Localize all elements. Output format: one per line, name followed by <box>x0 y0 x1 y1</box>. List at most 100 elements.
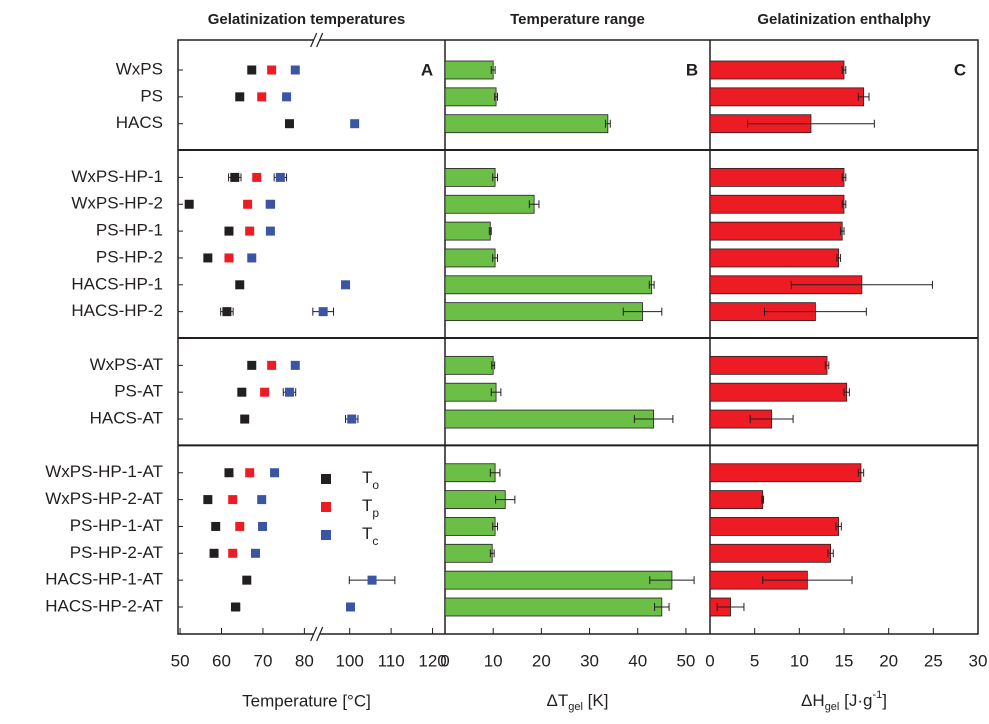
marker <box>228 548 238 558</box>
marker <box>203 495 213 505</box>
bar <box>709 60 845 80</box>
subscript: gel <box>568 701 583 713</box>
marker <box>242 575 252 585</box>
marker <box>341 280 351 290</box>
panel-title: Temperature range <box>510 11 645 28</box>
marker <box>224 468 234 478</box>
category-label: PS-HP-2-AT <box>70 543 163 562</box>
category-label: HACS-HP-1-AT <box>45 570 163 589</box>
x-tick-label: 60 <box>212 651 231 670</box>
error-bar <box>490 66 496 74</box>
category-label: HACS-HP-2-AT <box>45 596 163 615</box>
label-text: ΔT <box>547 691 569 710</box>
bar <box>444 597 663 617</box>
bar <box>444 543 493 563</box>
panel-title: Gelatinization temperatures <box>208 11 406 28</box>
marker <box>265 226 275 236</box>
x-tick-label: 110 <box>378 651 405 670</box>
x-tick-label: 100 <box>336 651 364 670</box>
category-label: PS-HP-1-AT <box>70 516 163 535</box>
error-bar <box>494 92 499 101</box>
bar <box>709 221 843 241</box>
legend-marker <box>321 502 331 512</box>
error-bar <box>827 549 834 558</box>
axis-break <box>316 626 324 642</box>
bar <box>709 248 840 268</box>
x-tick-label: 10 <box>790 651 809 670</box>
marker <box>224 226 234 236</box>
error-bar <box>649 576 695 585</box>
x-tick-label: 20 <box>532 651 551 670</box>
error-bar <box>749 415 794 424</box>
legend-marker <box>321 530 331 540</box>
panel-letter: C <box>954 60 966 79</box>
bar <box>709 517 840 536</box>
marker <box>235 280 245 290</box>
marker <box>222 307 232 317</box>
bar <box>709 167 845 187</box>
marker <box>211 521 221 531</box>
category-label: PS-HP-1 <box>96 221 163 240</box>
error-bar <box>762 576 853 585</box>
error-bar <box>604 119 611 128</box>
marker <box>258 521 268 531</box>
error-bar <box>857 468 865 477</box>
marker <box>346 602 356 612</box>
label-text: ΔH <box>801 691 825 710</box>
x-tick-label: 50 <box>171 651 190 670</box>
bar <box>444 194 535 214</box>
x-tick-label: 40 <box>628 651 647 670</box>
x-tick-label: 10 <box>484 651 503 670</box>
marker <box>247 65 257 75</box>
x-tick-label: 0 <box>440 651 449 670</box>
error-bar <box>790 280 933 289</box>
bar <box>444 382 497 402</box>
bar <box>709 87 865 107</box>
marker <box>237 387 247 397</box>
error-bar <box>648 280 655 289</box>
label-text: T <box>362 524 372 543</box>
error-bar <box>528 200 540 209</box>
error-bar <box>490 388 502 397</box>
subscript: c <box>372 534 378 548</box>
error-bar <box>836 253 841 262</box>
marker <box>240 414 250 424</box>
x-tick-label: 50 <box>676 651 695 670</box>
marker <box>203 253 213 263</box>
x-tick-label: 20 <box>879 651 898 670</box>
marker <box>224 253 234 263</box>
bar <box>444 87 497 107</box>
category-label: WxPS-HP-2 <box>71 194 163 213</box>
subscript: gel <box>825 701 840 713</box>
category-label: PS-AT <box>114 382 163 401</box>
label-text: ] <box>882 691 887 710</box>
marker <box>184 199 194 209</box>
bar <box>444 60 494 80</box>
error-bar <box>839 227 845 236</box>
marker <box>260 387 270 397</box>
category-label: PS-HP-2 <box>96 247 163 266</box>
marker <box>209 548 219 558</box>
marker <box>245 468 255 478</box>
axis-break <box>316 32 324 48</box>
bar <box>444 355 494 375</box>
category-label: WxPS-AT <box>90 355 163 374</box>
error-bar <box>841 200 847 209</box>
error-bar <box>841 66 847 74</box>
marker <box>267 65 277 75</box>
error-bar <box>492 173 499 182</box>
bar <box>709 490 764 510</box>
x-axis-label: ΔTgel [K] <box>547 691 609 712</box>
x-tick-label: 120 <box>418 651 446 670</box>
x-tick-label: 30 <box>580 651 599 670</box>
category-label: WxPS <box>116 59 163 78</box>
error-bar <box>716 603 745 611</box>
x-tick-label: 15 <box>835 651 854 670</box>
marker <box>257 92 267 102</box>
category-label: PS <box>140 86 163 105</box>
label-text: [J·g <box>839 691 872 710</box>
bar <box>444 114 609 134</box>
error-bar <box>763 307 867 316</box>
category-label: HACS-AT <box>90 409 163 428</box>
